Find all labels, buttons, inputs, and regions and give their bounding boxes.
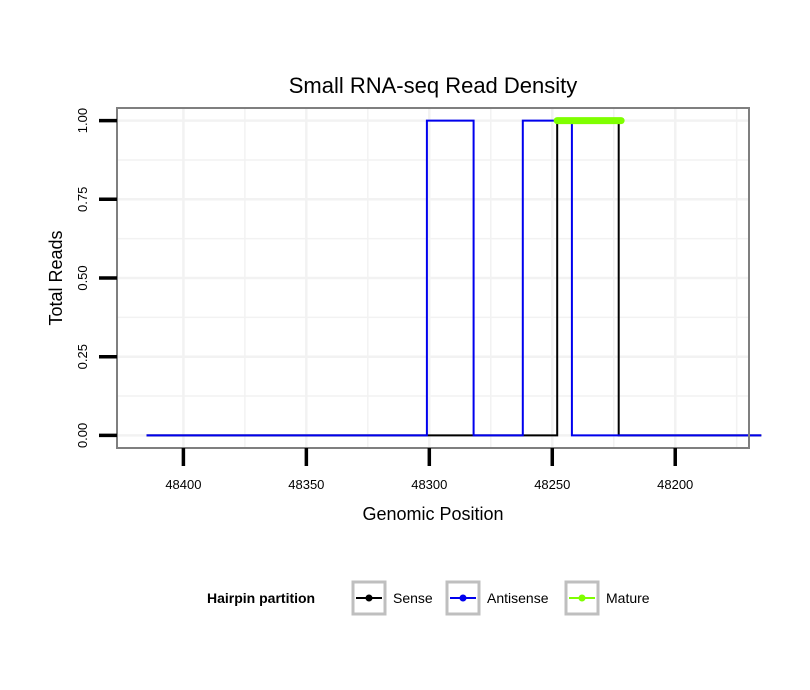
chart-title: Small RNA-seq Read Density <box>289 73 578 98</box>
legend-items: Sense Antisense Mature <box>351 580 650 616</box>
y-tick-label: 0.00 <box>75 423 90 448</box>
y-tick-label: 0.50 <box>75 265 90 290</box>
legend-label: Sense <box>393 590 433 606</box>
x-tick-label: 48250 <box>534 477 570 492</box>
legend: Hairpin partition Sense Antisense Mature <box>207 580 650 616</box>
x-tick-label: 48200 <box>657 477 693 492</box>
y-axis: 0.00 0.25 0.50 0.75 1.00 <box>75 108 117 448</box>
legend-item-mature: Mature <box>564 580 650 616</box>
legend-key-point <box>578 594 586 602</box>
legend-item-sense: Sense <box>351 580 433 616</box>
x-axis: 48400 48350 48300 48250 48200 <box>165 448 693 492</box>
legend-label: Antisense <box>487 590 549 606</box>
series-line-antisense <box>146 119 762 437</box>
legend-title: Hairpin partition <box>207 590 315 606</box>
x-axis-label: Genomic Position <box>362 504 503 524</box>
legend-label: Mature <box>606 590 650 606</box>
y-tick-label: 0.25 <box>75 344 90 369</box>
legend-key-point <box>459 594 467 602</box>
x-tick-label: 48350 <box>288 477 324 492</box>
legend-key-point <box>365 594 373 602</box>
x-tick-label: 48400 <box>165 477 201 492</box>
y-tick-label: 0.75 <box>75 187 90 212</box>
y-tick-label: 1.00 <box>75 108 90 133</box>
x-tick-label: 48300 <box>411 477 447 492</box>
legend-item-antisense: Antisense <box>445 580 549 616</box>
series-layer <box>146 117 762 437</box>
y-axis-label: Total Reads <box>46 230 66 325</box>
